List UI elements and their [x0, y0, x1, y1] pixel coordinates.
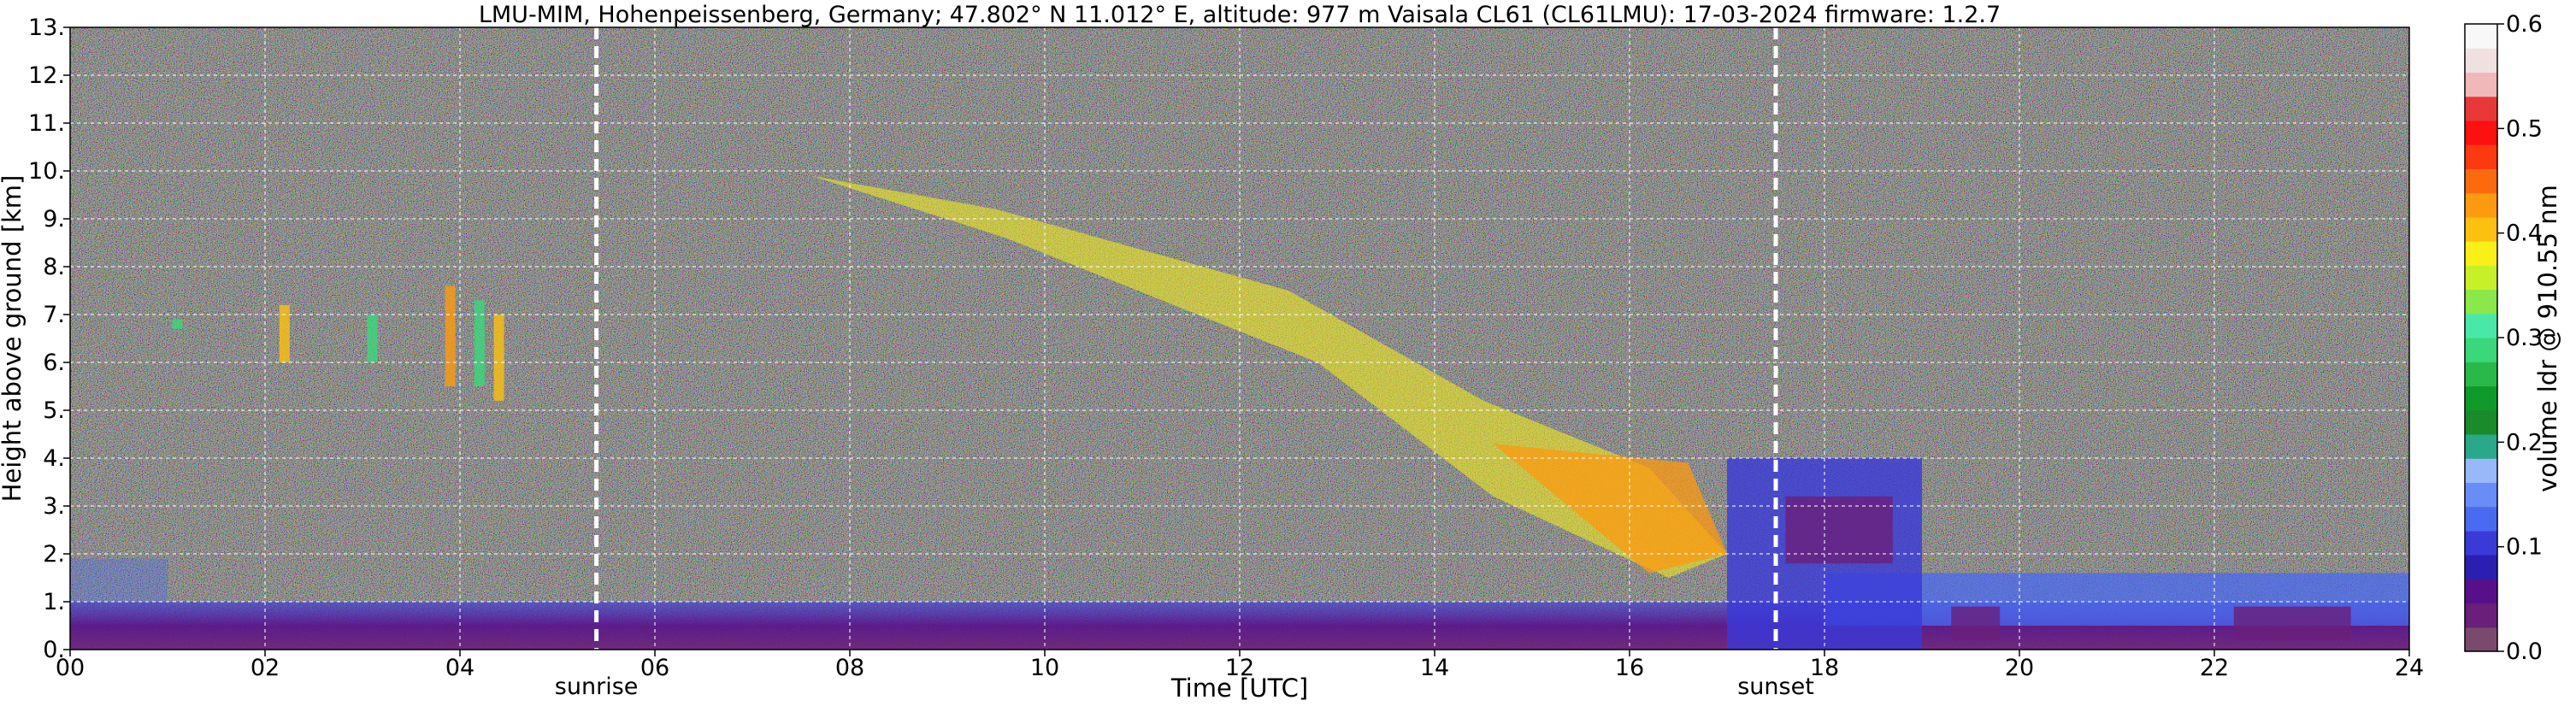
y-tick-label: 10.: [28, 158, 65, 185]
x-tick-label: 18: [1810, 655, 1839, 681]
colorbar-tick-label: 0.4: [2506, 221, 2543, 247]
x-tick-label: 12: [1225, 655, 1254, 681]
x-tick-label: 16: [1615, 655, 1644, 681]
colorbar-swatch: [2465, 96, 2497, 121]
colorbar-swatch: [2465, 555, 2497, 580]
colorbar-swatch: [2465, 241, 2497, 266]
feature-early-ice-clouds-streak: [445, 285, 456, 386]
colorbar-swatch: [2465, 385, 2497, 411]
colorbar-swatch: [2465, 530, 2497, 556]
x-tick-label: 22: [2200, 655, 2229, 681]
colorbar-swatch: [2465, 627, 2497, 652]
x-tick-label: 00: [56, 655, 85, 681]
y-axis: 0. 1. 2. 3. 4. 5. 6. 7. 8. 9. 10. 11. 12. 13.: [28, 15, 70, 663]
y-tick-label: 9.: [43, 206, 65, 232]
y-tick-label: 12.: [28, 62, 65, 89]
x-tick-label: 14: [1420, 655, 1449, 681]
colorbar-swatch: [2465, 144, 2497, 169]
colorbar-swatch: [2465, 120, 2497, 145]
x-tick-label: 10: [1030, 655, 1059, 681]
colorbar-tick-label: 0.5: [2506, 115, 2543, 142]
colorbar-swatch: [2465, 338, 2497, 362]
y-tick-label: 4.: [43, 445, 65, 472]
y-tick-label: 7.: [43, 302, 65, 328]
y-tick-label: 6.: [43, 350, 65, 376]
feature-early-ice-clouds-streak: [493, 315, 504, 401]
y-tick-label: 2.: [43, 541, 65, 568]
y-tick-label: 8.: [43, 254, 65, 280]
feature-early-ice-clouds-streak: [474, 300, 485, 386]
colorbar-swatch: [2465, 433, 2497, 459]
colorbar-swatch: [2465, 216, 2497, 242]
x-tick-label: 20: [2005, 655, 2034, 681]
x-axis: 00 02 04 06 08 10 12 14 16 18 20 22 24: [56, 650, 2424, 681]
x-tick-label: 06: [640, 655, 669, 681]
colorbar-tick-label: 0.1: [2506, 534, 2543, 561]
colorbar-title: volume ldr @ 910.55 nm: [2533, 185, 2562, 492]
colorbar-tick-label: 0.3: [2506, 325, 2543, 351]
colorbar-swatch: [2465, 409, 2497, 435]
y-tick-label: 5.: [43, 397, 65, 424]
colorbar-tick-label: 0.0: [2506, 638, 2543, 665]
x-tick-label: 04: [445, 655, 475, 681]
y-axis-title: Height above ground [km]: [0, 175, 27, 503]
sunset-label: sunset: [1737, 674, 1814, 700]
feature-early-ice-clouds-streak: [279, 304, 290, 362]
colorbar-swatch: [2465, 579, 2497, 604]
chart-title: LMU-MIM, Hohenpeissenberg, Germany; 47.8…: [479, 2, 2001, 28]
colorbar-swatch: [2465, 506, 2497, 532]
annotations: sunrise sunset: [555, 674, 1814, 700]
y-tick-label: 3.: [43, 493, 65, 520]
y-tick-label: 0.: [43, 637, 65, 663]
colorbar-swatch: [2465, 24, 2497, 49]
colorbar-swatch: [2465, 192, 2497, 218]
feature-cirrus-descending: [811, 175, 1727, 578]
x-axis-title: Time [UTC]: [1170, 674, 1308, 703]
x-tick-label: 08: [835, 655, 864, 681]
colorbar: 0.0 0.1 0.2 0.3 0.4 0.5 0.6: [2464, 11, 2543, 665]
colorbar-tick-label: 0.2: [2506, 429, 2543, 456]
feature-cirrus-descending-core: [1493, 444, 1727, 574]
feature-dense-patch: [1785, 496, 1893, 564]
grid: [70, 27, 2409, 650]
colorbar-swatch: [2465, 313, 2497, 338]
colorbar-swatch: [2465, 72, 2497, 97]
y-tick-label: 11.: [28, 110, 65, 137]
colorbar-swatch: [2465, 482, 2497, 508]
colorbar-tick-label: 0.6: [2506, 11, 2543, 38]
feature-dense-patch: [2233, 606, 2351, 640]
feature-dense-patch: [1951, 606, 2001, 640]
sun-lines: [594, 27, 1778, 650]
sunrise-label: sunrise: [555, 674, 639, 700]
x-tick-label: 24: [2395, 655, 2424, 681]
colorbar-swatch: [2465, 168, 2497, 194]
x-tick-label: 02: [251, 655, 280, 681]
colorbar-swatch: [2465, 458, 2497, 483]
y-tick-label: 13.: [28, 15, 65, 41]
feature-early-ice-clouds-streak: [172, 319, 183, 329]
plot-area: [70, 27, 2409, 650]
colorbar-swatch: [2465, 603, 2497, 628]
y-tick-label: 1.: [43, 589, 65, 615]
colorbar-swatch: [2465, 48, 2497, 74]
feature-boundary-layer-top: [70, 558, 168, 602]
colorbar-swatch: [2465, 289, 2497, 315]
colorbar-swatch: [2465, 265, 2497, 291]
feature-early-ice-clouds-streak: [367, 315, 378, 362]
colorbar-swatch: [2465, 362, 2497, 387]
